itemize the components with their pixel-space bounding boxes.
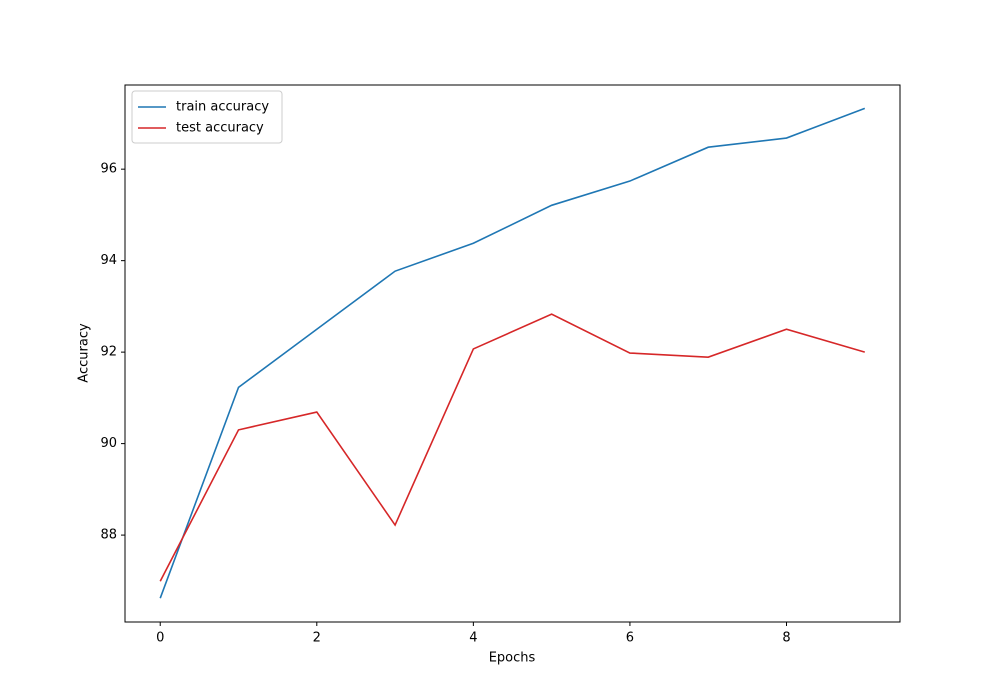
y-tick-label: 94 [100,253,117,268]
x-tick-label: 2 [313,631,321,646]
line-series [159,107,866,599]
plot-frame [124,84,901,623]
y-tick-label: 88 [100,528,117,543]
y-tick-label: 90 [100,436,117,451]
x-tick-label: 6 [626,631,634,646]
y-tick-label: 92 [100,345,117,360]
legend-label: train accuracy [176,100,269,115]
y-axis-label: Accuracy [77,323,92,383]
x-tick-label: 4 [469,631,477,646]
x-tick-label: 0 [156,631,164,646]
x-tick-label: 8 [782,631,790,646]
y-tick-label: 96 [100,162,117,177]
legend-box [131,90,283,144]
legend-label: test accuracy [176,121,264,136]
x-axis-label: Epochs [489,651,536,666]
line-series [159,313,865,582]
